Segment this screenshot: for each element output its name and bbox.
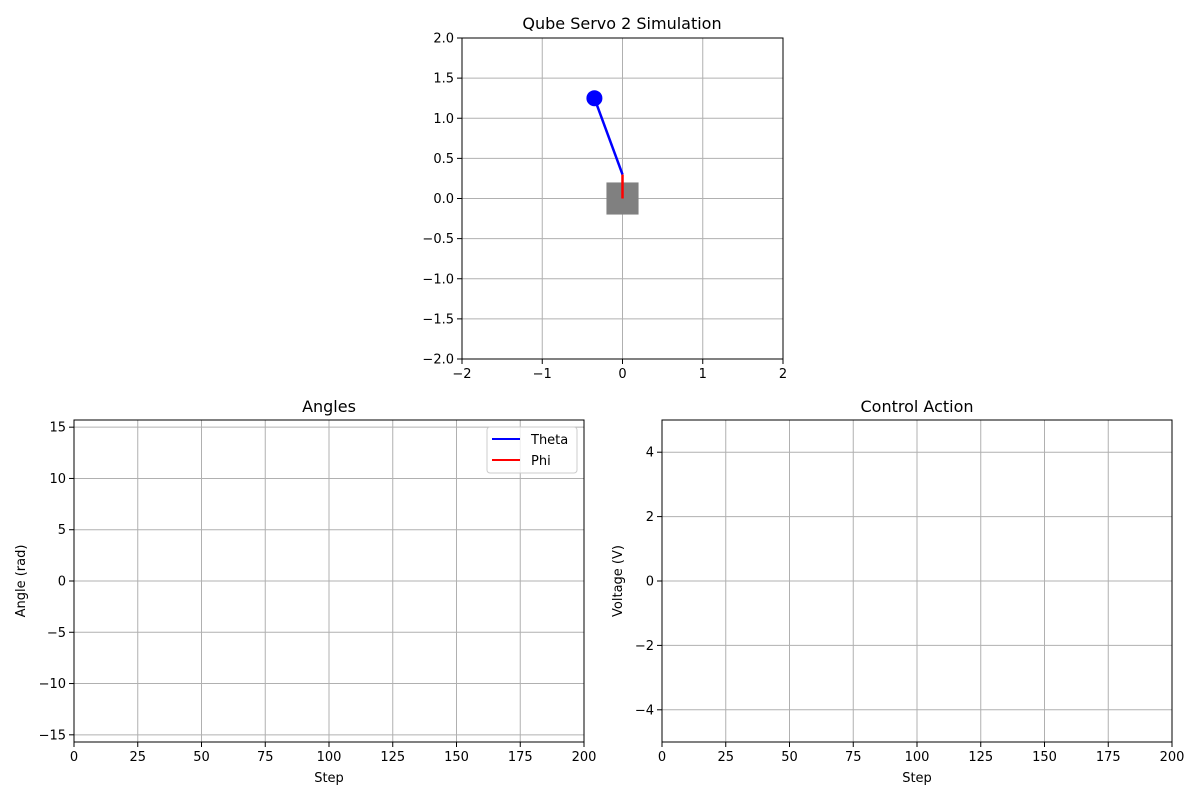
x-tick-label: −1 bbox=[533, 367, 552, 382]
x-tick-label: 200 bbox=[1160, 750, 1185, 765]
y-tick-label: 5 bbox=[58, 523, 66, 538]
y-tick-label: 4 bbox=[646, 446, 654, 461]
x-tick-label: 1 bbox=[699, 367, 707, 382]
control-y-axis-label: Voltage (V) bbox=[611, 545, 626, 617]
angles-x-ticks: 0 25 50 75 100 125 150 175 200 bbox=[70, 742, 597, 765]
x-tick-label: 50 bbox=[781, 750, 798, 765]
x-tick-label: 25 bbox=[717, 750, 734, 765]
y-tick-label: −5 bbox=[47, 626, 66, 641]
angles-panel: Angles 0 25 50 75 100 125 150 175 200 −15 −10 −5 0 5… bbox=[14, 397, 596, 786]
y-tick-label: 15 bbox=[49, 421, 66, 436]
y-tick-label: −2 bbox=[635, 639, 654, 654]
y-tick-label: 10 bbox=[49, 472, 66, 487]
y-tick-label: −0.5 bbox=[422, 232, 454, 247]
y-tick-label: −2.0 bbox=[422, 353, 454, 368]
x-tick-label: 175 bbox=[508, 750, 533, 765]
simulation-x-ticks: −2 −1 0 1 2 bbox=[452, 359, 787, 382]
y-tick-label: 1.0 bbox=[433, 112, 454, 127]
angles-y-axis-label: Angle (rad) bbox=[14, 545, 29, 618]
simulation-marks bbox=[586, 90, 639, 215]
control-y-ticks: −4 −2 0 2 4 bbox=[635, 446, 662, 718]
y-tick-label: 0.0 bbox=[433, 192, 454, 207]
x-tick-label: 150 bbox=[1032, 750, 1057, 765]
y-tick-label: 2 bbox=[646, 510, 654, 525]
control-action-panel: Control Action 0 25 50 75 100 125 150 175 200 −4… bbox=[611, 397, 1184, 786]
x-tick-label: 75 bbox=[845, 750, 862, 765]
x-tick-label: 0 bbox=[70, 750, 78, 765]
simulation-panel: Qube Servo 2 Simulation −2 −1 0 1 2 −2.0 −1.5… bbox=[422, 14, 787, 382]
x-tick-label: 2 bbox=[779, 367, 787, 382]
y-tick-label: 0.5 bbox=[433, 152, 454, 167]
y-tick-label: −1.0 bbox=[422, 272, 454, 287]
y-tick-label: −4 bbox=[635, 703, 654, 718]
x-tick-label: 75 bbox=[257, 750, 274, 765]
x-tick-label: 0 bbox=[658, 750, 666, 765]
x-tick-label: 100 bbox=[317, 750, 342, 765]
x-tick-label: 125 bbox=[968, 750, 993, 765]
control-x-axis-label: Step bbox=[902, 771, 932, 786]
angles-title: Angles bbox=[302, 397, 356, 416]
y-tick-label: 2.0 bbox=[433, 32, 454, 47]
pendulum-line bbox=[593, 97, 624, 175]
y-tick-label: −1.5 bbox=[422, 312, 454, 327]
control-grid bbox=[661, 420, 1173, 742]
y-tick-label: −15 bbox=[39, 728, 66, 743]
x-tick-label: 125 bbox=[380, 750, 405, 765]
angles-x-axis-label: Step bbox=[314, 771, 344, 786]
y-tick-label: 0 bbox=[646, 575, 654, 590]
legend-label-theta: Theta bbox=[530, 433, 568, 448]
x-tick-label: 150 bbox=[444, 750, 469, 765]
x-tick-label: 175 bbox=[1096, 750, 1121, 765]
simulation-title: Qube Servo 2 Simulation bbox=[522, 14, 721, 33]
x-tick-label: 50 bbox=[193, 750, 210, 765]
x-tick-label: −2 bbox=[452, 367, 471, 382]
legend-label-phi: Phi bbox=[531, 454, 551, 469]
control-title: Control Action bbox=[860, 397, 973, 416]
angles-y-ticks: −15 −10 −5 0 5 10 15 bbox=[39, 421, 74, 743]
simulation-y-ticks: −2.0 −1.5 −1.0 −0.5 0.0 0.5 1.0 1.5 2.0 bbox=[422, 32, 462, 368]
x-tick-label: 0 bbox=[618, 367, 626, 382]
y-tick-label: −10 bbox=[39, 677, 66, 692]
x-tick-label: 100 bbox=[905, 750, 930, 765]
pendulum-bob bbox=[586, 90, 603, 107]
y-tick-label: 1.5 bbox=[433, 72, 454, 87]
x-tick-label: 25 bbox=[129, 750, 146, 765]
angles-legend: Theta Phi bbox=[486, 426, 578, 474]
x-tick-label: 200 bbox=[572, 750, 597, 765]
control-x-ticks: 0 25 50 75 100 125 150 175 200 bbox=[658, 742, 1185, 765]
y-tick-label: 0 bbox=[58, 575, 66, 590]
